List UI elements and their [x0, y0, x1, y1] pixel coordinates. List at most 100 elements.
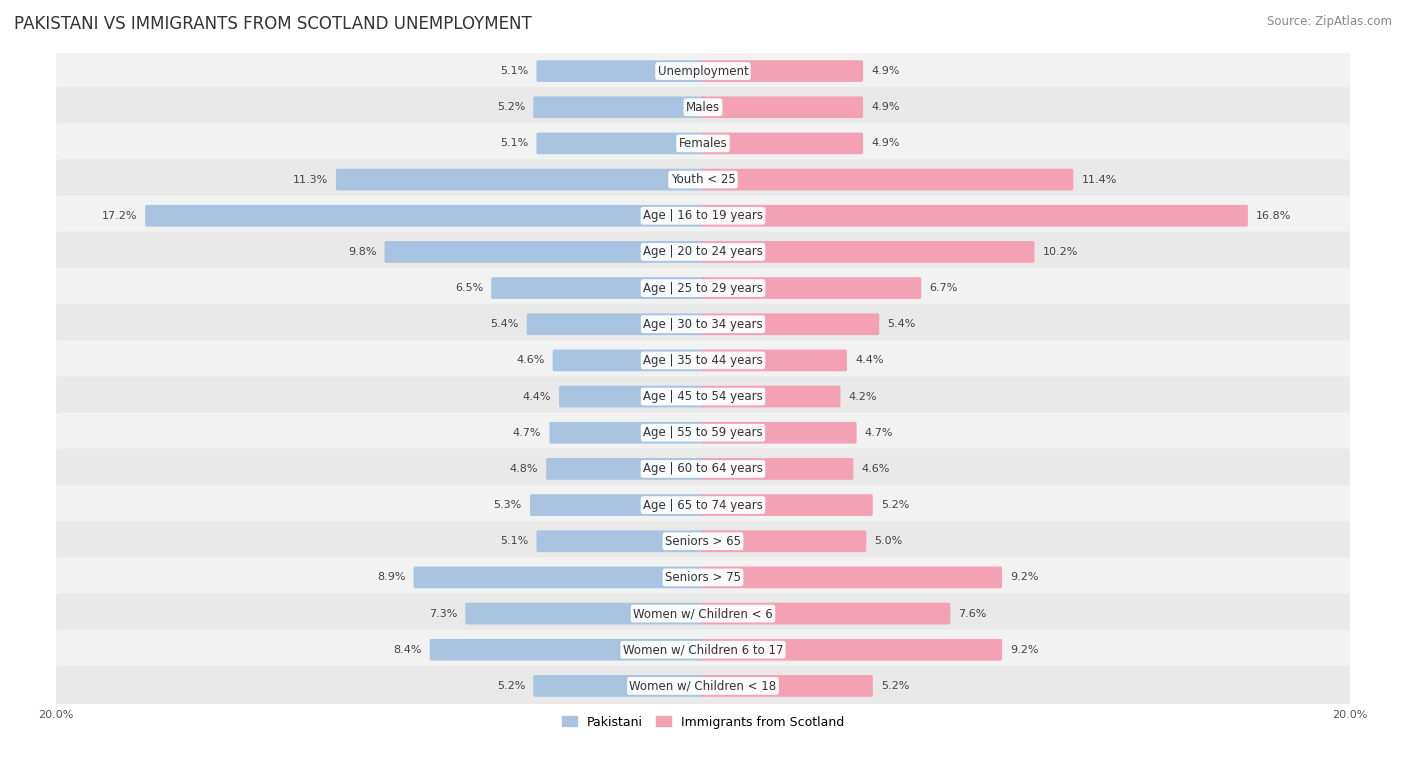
Text: Age | 55 to 59 years: Age | 55 to 59 years [643, 426, 763, 439]
FancyBboxPatch shape [560, 386, 704, 407]
Text: 7.6%: 7.6% [959, 609, 987, 618]
Text: Females: Females [679, 137, 727, 150]
Text: 5.4%: 5.4% [887, 319, 915, 329]
FancyBboxPatch shape [702, 386, 841, 407]
FancyBboxPatch shape [537, 132, 704, 154]
Text: 6.7%: 6.7% [929, 283, 957, 293]
FancyBboxPatch shape [56, 51, 1350, 92]
Text: Women w/ Children 6 to 17: Women w/ Children 6 to 17 [623, 643, 783, 656]
Text: 5.2%: 5.2% [880, 500, 910, 510]
Text: Age | 65 to 74 years: Age | 65 to 74 years [643, 499, 763, 512]
Text: Age | 30 to 34 years: Age | 30 to 34 years [643, 318, 763, 331]
FancyBboxPatch shape [56, 593, 1350, 634]
FancyBboxPatch shape [56, 232, 1350, 273]
Text: Women w/ Children < 18: Women w/ Children < 18 [630, 680, 776, 693]
FancyBboxPatch shape [530, 494, 704, 516]
Text: 4.4%: 4.4% [855, 356, 883, 366]
FancyBboxPatch shape [702, 169, 1073, 191]
Text: Source: ZipAtlas.com: Source: ZipAtlas.com [1267, 15, 1392, 28]
FancyBboxPatch shape [56, 340, 1350, 381]
FancyBboxPatch shape [702, 241, 1035, 263]
FancyBboxPatch shape [336, 169, 704, 191]
FancyBboxPatch shape [56, 376, 1350, 417]
Text: 5.1%: 5.1% [501, 139, 529, 148]
FancyBboxPatch shape [56, 195, 1350, 236]
FancyBboxPatch shape [56, 413, 1350, 453]
Text: Seniors > 75: Seniors > 75 [665, 571, 741, 584]
Text: 4.7%: 4.7% [865, 428, 893, 438]
Text: 4.6%: 4.6% [862, 464, 890, 474]
FancyBboxPatch shape [702, 639, 1002, 661]
FancyBboxPatch shape [537, 61, 704, 82]
Text: 11.4%: 11.4% [1081, 175, 1116, 185]
FancyBboxPatch shape [533, 96, 704, 118]
Text: 4.4%: 4.4% [523, 391, 551, 401]
FancyBboxPatch shape [533, 675, 704, 696]
Text: 16.8%: 16.8% [1256, 210, 1291, 221]
FancyBboxPatch shape [56, 87, 1350, 127]
FancyBboxPatch shape [702, 132, 863, 154]
Text: PAKISTANI VS IMMIGRANTS FROM SCOTLAND UNEMPLOYMENT: PAKISTANI VS IMMIGRANTS FROM SCOTLAND UN… [14, 15, 531, 33]
FancyBboxPatch shape [56, 521, 1350, 562]
Text: 5.1%: 5.1% [501, 66, 529, 76]
FancyBboxPatch shape [491, 277, 704, 299]
Text: 5.3%: 5.3% [494, 500, 522, 510]
FancyBboxPatch shape [553, 350, 704, 371]
FancyBboxPatch shape [702, 675, 873, 696]
Text: Unemployment: Unemployment [658, 64, 748, 77]
Text: 8.4%: 8.4% [394, 645, 422, 655]
Text: 5.4%: 5.4% [491, 319, 519, 329]
Text: Youth < 25: Youth < 25 [671, 173, 735, 186]
Text: 9.2%: 9.2% [1010, 572, 1039, 582]
Text: 5.2%: 5.2% [496, 681, 526, 691]
Text: Age | 45 to 54 years: Age | 45 to 54 years [643, 390, 763, 403]
Text: 4.9%: 4.9% [872, 102, 900, 112]
Text: Age | 25 to 29 years: Age | 25 to 29 years [643, 282, 763, 294]
FancyBboxPatch shape [702, 205, 1249, 226]
Text: 10.2%: 10.2% [1043, 247, 1078, 257]
Text: 5.0%: 5.0% [875, 536, 903, 547]
FancyBboxPatch shape [413, 566, 704, 588]
Text: Age | 20 to 24 years: Age | 20 to 24 years [643, 245, 763, 258]
FancyBboxPatch shape [145, 205, 704, 226]
Text: 7.3%: 7.3% [429, 609, 457, 618]
Text: 4.7%: 4.7% [513, 428, 541, 438]
FancyBboxPatch shape [546, 458, 704, 480]
Text: 6.5%: 6.5% [456, 283, 484, 293]
FancyBboxPatch shape [702, 61, 863, 82]
FancyBboxPatch shape [702, 458, 853, 480]
Text: 4.9%: 4.9% [872, 66, 900, 76]
FancyBboxPatch shape [384, 241, 704, 263]
FancyBboxPatch shape [465, 603, 704, 625]
FancyBboxPatch shape [56, 557, 1350, 598]
FancyBboxPatch shape [56, 268, 1350, 308]
Text: 8.9%: 8.9% [377, 572, 405, 582]
FancyBboxPatch shape [56, 630, 1350, 670]
Text: 5.1%: 5.1% [501, 536, 529, 547]
FancyBboxPatch shape [702, 422, 856, 444]
Text: 4.8%: 4.8% [509, 464, 538, 474]
FancyBboxPatch shape [550, 422, 704, 444]
Text: 4.2%: 4.2% [849, 391, 877, 401]
FancyBboxPatch shape [702, 277, 921, 299]
Text: 5.2%: 5.2% [496, 102, 526, 112]
FancyBboxPatch shape [56, 304, 1350, 344]
Text: Age | 60 to 64 years: Age | 60 to 64 years [643, 463, 763, 475]
Text: 4.6%: 4.6% [516, 356, 544, 366]
Text: Males: Males [686, 101, 720, 114]
FancyBboxPatch shape [702, 313, 879, 335]
FancyBboxPatch shape [430, 639, 704, 661]
FancyBboxPatch shape [702, 603, 950, 625]
Text: 5.2%: 5.2% [880, 681, 910, 691]
FancyBboxPatch shape [702, 350, 846, 371]
FancyBboxPatch shape [56, 449, 1350, 489]
Text: 9.2%: 9.2% [1010, 645, 1039, 655]
Text: 9.8%: 9.8% [347, 247, 377, 257]
FancyBboxPatch shape [56, 123, 1350, 164]
Text: 11.3%: 11.3% [292, 175, 328, 185]
Text: Age | 16 to 19 years: Age | 16 to 19 years [643, 209, 763, 223]
FancyBboxPatch shape [702, 494, 873, 516]
FancyBboxPatch shape [56, 159, 1350, 200]
Text: Seniors > 65: Seniors > 65 [665, 534, 741, 548]
FancyBboxPatch shape [527, 313, 704, 335]
